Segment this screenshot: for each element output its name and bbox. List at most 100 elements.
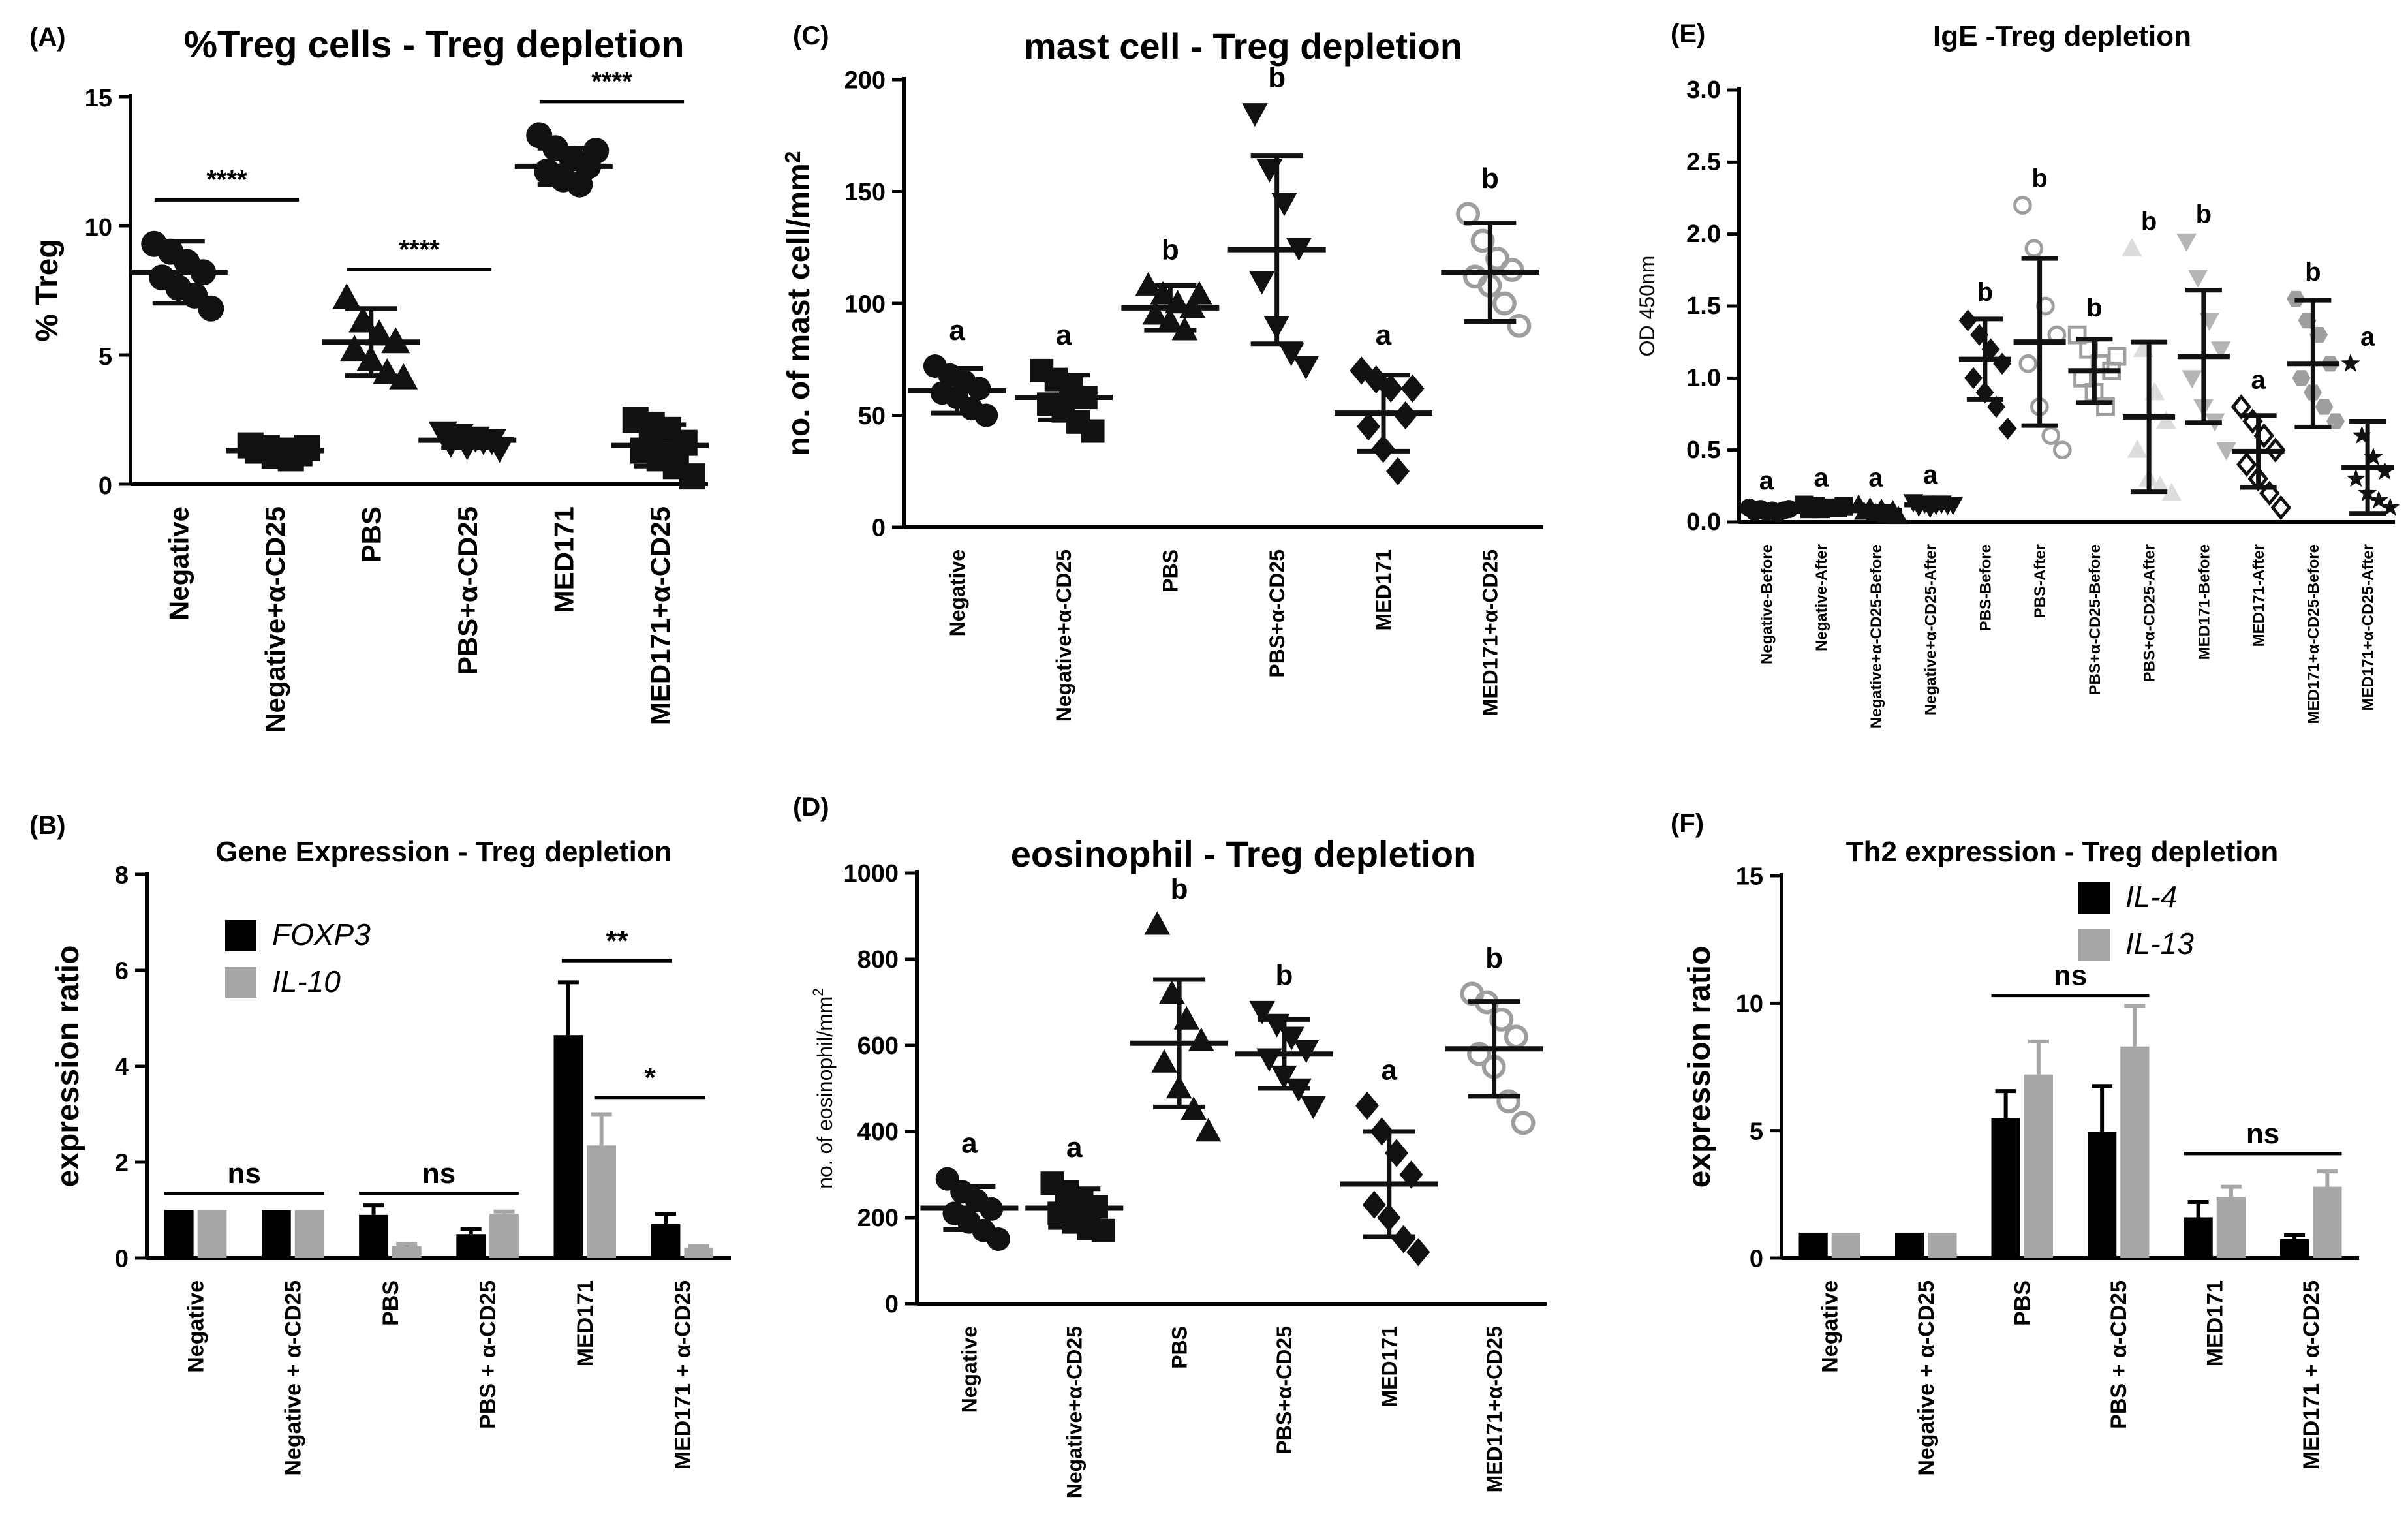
- y-tick-label: 0: [115, 1246, 129, 1273]
- significance-label: ns: [2246, 1118, 2279, 1150]
- y-axis-label-text: no. of eosinophil/mm: [813, 996, 837, 1189]
- data-point: [1278, 343, 1304, 367]
- legend-swatch: [2078, 929, 2110, 961]
- x-tick-label: Negative+α-CD25-Before: [1868, 544, 1885, 728]
- data-group-2: b: [1121, 234, 1220, 341]
- y-tick-label: 800: [857, 946, 899, 974]
- x-tick-label: MED171+α-CD25-Before: [2305, 544, 2323, 724]
- significance-letter: b: [2196, 200, 2212, 229]
- data-point: [2369, 490, 2388, 509]
- data-point: [1195, 1118, 1222, 1142]
- significance-letter: a: [1923, 461, 1938, 489]
- data-group-11: a: [2341, 322, 2400, 516]
- bar: [2120, 1046, 2150, 1258]
- x-tick-label: PBS-Before: [1977, 544, 1994, 631]
- x-tick-label: MED171+α-CD25: [1479, 549, 1502, 716]
- legend-label: IL-10: [272, 964, 341, 998]
- significance-letter: b: [1162, 234, 1179, 266]
- x-tick-label: PBS-After: [2031, 544, 2049, 618]
- data-point: [2352, 425, 2372, 444]
- data-point: [198, 295, 224, 322]
- x-tick-label: Negative: [163, 506, 194, 621]
- x-tick-label: MED171+α-CD25: [1483, 1326, 1506, 1492]
- data-point: [1504, 1024, 1528, 1049]
- data-point: [2067, 325, 2087, 345]
- significance-label: ****: [206, 165, 247, 194]
- significance-letter: b: [1268, 61, 1286, 93]
- significance-letter: a: [1382, 1054, 1398, 1086]
- data-point: [485, 437, 514, 463]
- data-point: [2127, 439, 2148, 458]
- bar: [553, 1035, 583, 1258]
- data-point: [1987, 395, 2006, 418]
- data-group-8: b: [2176, 200, 2236, 461]
- data-point: [2315, 399, 2334, 415]
- panel-label: (B): [29, 811, 66, 840]
- x-tick-label: MED171 + α-CD25: [2299, 1280, 2324, 1470]
- data-point: [340, 335, 369, 362]
- data-point: [1242, 103, 1268, 127]
- x-tick-label: MED171: [1372, 549, 1395, 631]
- significance-letter: a: [949, 315, 965, 347]
- data-point: [1300, 1096, 1327, 1120]
- chart-title: Gene Expression - Treg depletion: [215, 836, 671, 868]
- data-point: [1496, 1089, 1521, 1114]
- legend-swatch: [2078, 882, 2110, 914]
- bar: [1895, 1232, 1924, 1258]
- y-tick-label: 600: [857, 1032, 899, 1060]
- data-group-1: a: [1795, 464, 1853, 519]
- panel-label: (C): [793, 22, 829, 50]
- data-point: [2182, 370, 2202, 389]
- x-tick-label: MED171 + α-CD25: [670, 1280, 695, 1470]
- y-tick-label: 0.5: [1686, 437, 1721, 464]
- bar: [1991, 1118, 2020, 1258]
- data-point: [1470, 228, 1495, 253]
- data-point: [2259, 480, 2280, 506]
- significance-letter: b: [2086, 294, 2102, 322]
- bar: [164, 1210, 194, 1258]
- data-point: [2292, 370, 2311, 386]
- bar: [2024, 1074, 2053, 1258]
- data-group-0: a: [1740, 467, 1798, 523]
- x-tick-label: PBS+α-CD25-Before: [2086, 544, 2104, 695]
- significance-label: *: [645, 1062, 656, 1094]
- y-tick-label: 6: [115, 958, 129, 985]
- data-point: [1355, 1091, 1379, 1120]
- bar: [587, 1145, 616, 1258]
- x-tick-label: PBS + α-CD25: [476, 1280, 501, 1429]
- data-point: [2270, 495, 2292, 521]
- x-tick-label: MED171-Before: [2195, 544, 2213, 660]
- data-point: [1400, 374, 1425, 403]
- data-point: [2216, 442, 2236, 461]
- y-tick-label: 0: [1750, 1246, 1763, 1273]
- x-tick-label: PBS+α-CD25: [1273, 1326, 1296, 1455]
- panel-E: 0.0 0.5 1.0 1.5 2.0 2.5 3.0 (E) IgE -Treg deplet…: [1635, 20, 2400, 728]
- panel-label: (E): [1671, 20, 1705, 48]
- data-point: [1151, 1049, 1177, 1073]
- y-tick-label: 400: [857, 1118, 899, 1146]
- x-tick-label: PBS: [1159, 549, 1182, 593]
- x-tick-label: PBS+α-CD25-After: [2141, 544, 2159, 682]
- significance-label: ns: [2054, 960, 2087, 992]
- y-tick-label: 15: [85, 85, 112, 112]
- x-tick-label: Negative + α-CD25: [1914, 1280, 1939, 1476]
- bar: [2088, 1132, 2117, 1258]
- data-point: [2041, 426, 2061, 445]
- y-axis-label-text: % Treg: [30, 239, 65, 341]
- x-tick-label: Negative-After: [1813, 544, 1830, 651]
- legend-swatch: [225, 967, 256, 998]
- y-axis-label-text: expression ratio: [51, 946, 85, 1188]
- significance-letter: b: [1481, 162, 1499, 194]
- data-group-1: a: [1025, 1132, 1124, 1242]
- data-point: [2236, 452, 2257, 478]
- data-point: [2187, 269, 2208, 288]
- data-group-5: b: [2013, 164, 2072, 460]
- significance-letter: b: [2305, 258, 2321, 286]
- data-point: [2155, 410, 2176, 429]
- y-axis-label: OD 450nm: [1635, 256, 1659, 357]
- legend: IL-4 IL-13: [2078, 880, 2194, 961]
- data-group-0: [129, 230, 228, 322]
- x-tick-label: MED171: [548, 506, 579, 613]
- series-IL-13: [1831, 1004, 2342, 1258]
- data-point: [583, 138, 610, 164]
